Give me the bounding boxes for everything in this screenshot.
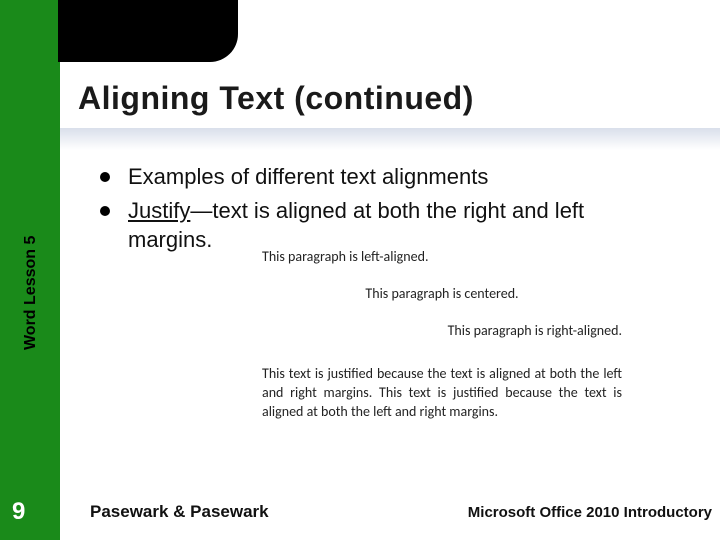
bullet-list: Examples of different text alignments Ju… <box>100 162 640 259</box>
justify-label: Justify <box>128 198 190 223</box>
bullet-dot-icon <box>100 206 110 216</box>
example-left-aligned: This paragraph is left-aligned. <box>262 248 622 265</box>
bullet-dot-icon <box>100 172 110 182</box>
slide-title: Aligning Text (continued) <box>78 80 474 117</box>
bullet-text: Justify—text is aligned at both the righ… <box>128 196 640 255</box>
page-number: 9 <box>12 498 25 526</box>
example-centered: This paragraph is centered. <box>262 285 622 302</box>
bullet-dash: — <box>190 198 212 223</box>
footer-left: Pasewark & Pasewark <box>90 502 269 522</box>
corner-box <box>58 0 238 62</box>
footer-right: Microsoft Office 2010 Introductory <box>468 504 712 521</box>
slide: Aligning Text (continued) Examples of di… <box>0 0 720 540</box>
example-right-aligned: This paragraph is right-aligned. <box>262 322 622 339</box>
bullet-text: Examples of different text alignments <box>128 162 640 192</box>
alignment-examples: This paragraph is left-aligned. This par… <box>262 248 622 422</box>
title-underline <box>60 128 720 150</box>
example-justified: This text is justified because the text … <box>262 365 622 422</box>
sidebar-lesson-label: Word Lesson 5 <box>22 236 40 350</box>
bullet-item: Examples of different text alignments <box>100 162 640 192</box>
bullet-item: Justify—text is aligned at both the righ… <box>100 196 640 255</box>
